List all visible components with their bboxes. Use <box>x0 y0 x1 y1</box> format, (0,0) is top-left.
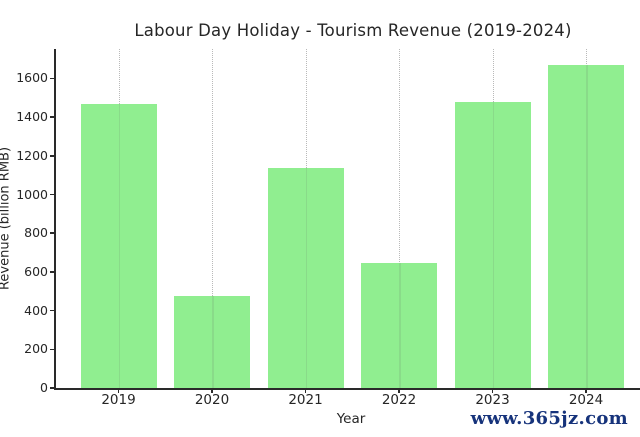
bar-gridline-overlay <box>586 64 588 388</box>
y-tick-label-400: 400 <box>24 302 48 318</box>
y-tick-1400 <box>49 116 54 118</box>
bar-2020 <box>174 296 250 388</box>
bar-gridline-overlay <box>212 296 214 388</box>
y-tick-400 <box>49 309 54 312</box>
chart-title: Labour Day Holiday - Tourism Revenue (20… <box>134 21 572 40</box>
gridline-2022 <box>399 49 400 388</box>
y-tick-label-600: 600 <box>24 263 48 279</box>
x-tick-label-2024: 2024 <box>568 392 604 408</box>
watermark-text: www.365jz.com <box>470 408 628 429</box>
x-tick-label-2020: 2020 <box>194 392 230 408</box>
x-tick-2022 <box>398 388 400 393</box>
y-tick-label-800: 800 <box>24 225 48 241</box>
bar-gridline-overlay <box>118 103 120 388</box>
bar-2019 <box>80 103 157 388</box>
y-tick-600 <box>49 271 54 273</box>
x-tick-label-2022: 2022 <box>381 392 417 408</box>
x-tick-label-2023: 2023 <box>475 392 510 408</box>
x-tick-2024 <box>585 388 587 393</box>
y-tick-1200 <box>49 155 54 157</box>
y-tick-800 <box>49 232 54 234</box>
y-axis-label: Revenue (billion RMB) <box>0 146 13 291</box>
y-tick-1600 <box>49 77 54 80</box>
y-tick-label-1400: 1400 <box>16 109 48 125</box>
y-tick-0 <box>49 387 54 389</box>
x-tick-2019 <box>117 388 120 393</box>
y-tick-label-1600: 1600 <box>16 70 48 86</box>
x-tick-label-2021: 2021 <box>288 392 323 408</box>
y-tick-label-1000: 1000 <box>16 186 48 202</box>
x-tick-2020 <box>211 388 213 393</box>
bar-2024 <box>548 64 624 388</box>
x-tick-2021 <box>304 388 307 393</box>
bar-gridline-overlay <box>399 263 401 388</box>
bar-gridline-overlay <box>305 168 307 388</box>
bar-gridline-overlay <box>492 101 494 388</box>
bar-2023 <box>454 101 531 388</box>
y-tick-label-1200: 1200 <box>16 147 48 163</box>
y-tick-label-0: 0 <box>40 380 48 395</box>
x-axis-spine <box>54 388 640 390</box>
x-axis-label: Year <box>336 411 366 427</box>
bar-2021 <box>267 168 344 388</box>
x-tick-2023 <box>491 388 494 393</box>
y-tick-1000 <box>49 193 54 196</box>
y-tick-label-200: 200 <box>24 341 48 357</box>
bar-2022 <box>361 263 437 388</box>
gridline-2020 <box>212 49 213 388</box>
x-tick-label-2019: 2019 <box>101 392 136 408</box>
y-axis-spine <box>54 49 56 389</box>
y-tick-200 <box>49 348 54 351</box>
